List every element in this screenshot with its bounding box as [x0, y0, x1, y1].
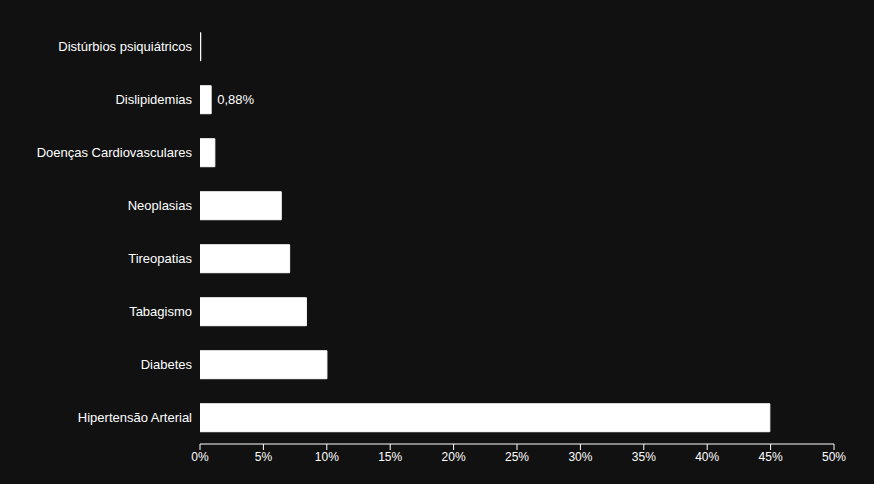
svg-text:35%: 35%	[632, 450, 656, 464]
svg-text:0,88%: 0,88%	[217, 92, 254, 107]
svg-text:Neoplasias: Neoplasias	[128, 198, 193, 213]
svg-text:30%: 30%	[568, 450, 592, 464]
svg-text:45%: 45%	[759, 450, 783, 464]
svg-text:Hipertensão Arterial: Hipertensão Arterial	[78, 410, 192, 425]
svg-text:5%: 5%	[255, 450, 273, 464]
svg-text:Dislipidemias: Dislipidemias	[115, 92, 192, 107]
svg-text:Doenças Cardiovasculares: Doenças Cardiovasculares	[37, 145, 193, 160]
svg-text:Tireopatias: Tireopatias	[128, 251, 192, 266]
svg-text:25%: 25%	[505, 450, 529, 464]
svg-text:0%: 0%	[191, 450, 209, 464]
svg-text:15%: 15%	[378, 450, 402, 464]
svg-text:40%: 40%	[695, 450, 719, 464]
svg-text:Distúrbios psiquiátricos: Distúrbios psiquiátricos	[58, 39, 192, 54]
svg-text:10%: 10%	[315, 450, 339, 464]
svg-text:Tabagismo: Tabagismo	[129, 304, 192, 319]
svg-text:Diabetes: Diabetes	[141, 357, 193, 372]
svg-text:50%: 50%	[822, 450, 846, 464]
svg-text:20%: 20%	[442, 450, 466, 464]
